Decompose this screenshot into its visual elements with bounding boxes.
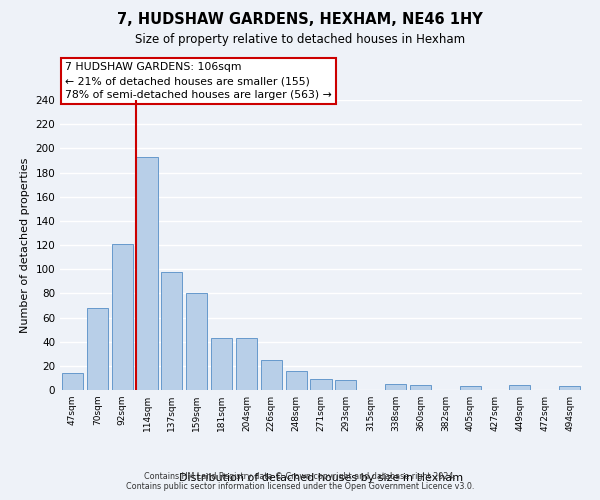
Bar (112, 244, 133, 390)
X-axis label: Distribution of detached houses by size in Hexham: Distribution of detached houses by size … (179, 473, 463, 483)
Bar (62, 373, 83, 390)
Bar (261, 360, 282, 390)
Bar (136, 157, 158, 390)
Text: Contains HM Land Registry data © Crown copyright and database right 2024.: Contains HM Land Registry data © Crown c… (144, 472, 456, 481)
Bar (509, 385, 530, 390)
Y-axis label: Number of detached properties: Number of detached properties (20, 158, 30, 332)
Bar (559, 386, 580, 390)
Bar (460, 386, 481, 390)
Bar (186, 294, 207, 390)
Bar (161, 272, 182, 390)
Text: Contains public sector information licensed under the Open Government Licence v3: Contains public sector information licen… (126, 482, 474, 491)
Bar (87, 308, 108, 390)
Bar (286, 370, 307, 390)
Text: 7, HUDSHAW GARDENS, HEXHAM, NE46 1HY: 7, HUDSHAW GARDENS, HEXHAM, NE46 1HY (117, 12, 483, 28)
Bar (310, 379, 332, 390)
Bar (211, 338, 232, 390)
Bar (335, 380, 356, 390)
Bar (236, 338, 257, 390)
Text: 7 HUDSHAW GARDENS: 106sqm
← 21% of detached houses are smaller (155)
78% of semi: 7 HUDSHAW GARDENS: 106sqm ← 21% of detac… (65, 62, 332, 100)
Bar (385, 384, 406, 390)
Bar (410, 385, 431, 390)
Text: Size of property relative to detached houses in Hexham: Size of property relative to detached ho… (135, 32, 465, 46)
